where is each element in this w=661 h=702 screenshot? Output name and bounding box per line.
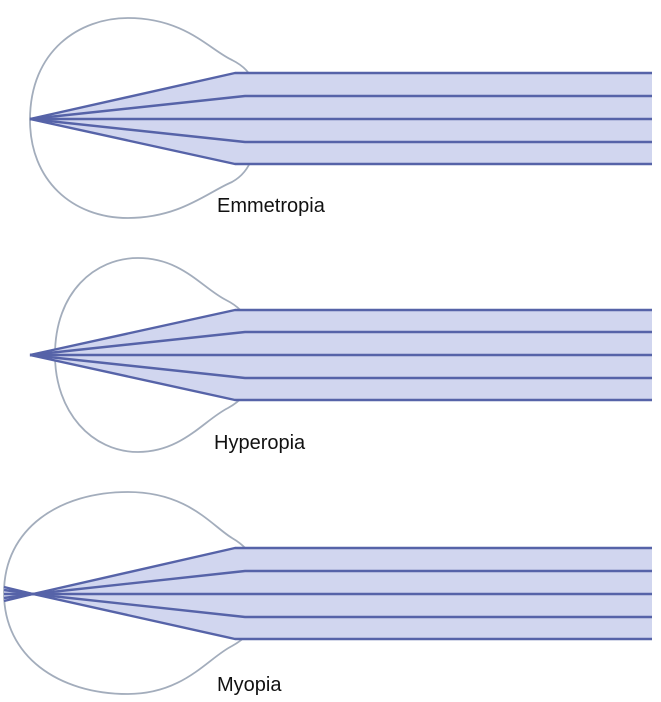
hyperopia-label: Hyperopia bbox=[214, 432, 306, 454]
ray bbox=[29, 308, 652, 357]
ray bbox=[29, 94, 652, 121]
ray bbox=[29, 71, 652, 121]
hyperopia-diagram: Hyperopia bbox=[29, 257, 652, 454]
myopia-label: Myopia bbox=[217, 674, 282, 696]
ray bbox=[3, 588, 652, 619]
ray bbox=[3, 546, 652, 603]
ray bbox=[3, 585, 652, 641]
ray bbox=[29, 353, 652, 380]
ray bbox=[29, 330, 652, 357]
ray bbox=[29, 117, 652, 144]
emmetropia-label: Emmetropia bbox=[217, 195, 326, 217]
rays-hyperopia bbox=[29, 308, 652, 402]
myopia-diagram: Myopia bbox=[3, 491, 652, 696]
ray bbox=[29, 353, 652, 402]
emmetropia-diagram: Emmetropia bbox=[29, 17, 652, 219]
rays-emmetropia bbox=[29, 71, 652, 166]
ray bbox=[3, 569, 652, 600]
ray bbox=[29, 117, 652, 166]
rays-myopia bbox=[3, 546, 652, 641]
